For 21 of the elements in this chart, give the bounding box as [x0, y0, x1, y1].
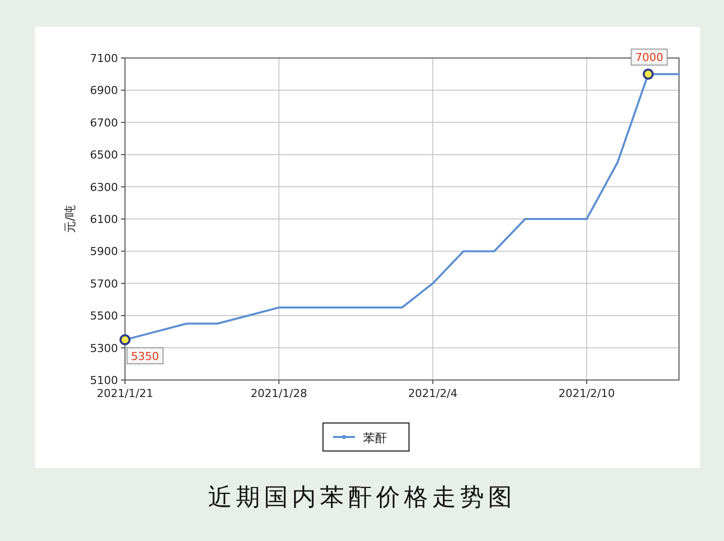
legend-label: 苯酐: [363, 431, 387, 445]
x-tick-label: 2021/2/10: [558, 387, 615, 400]
y-tick-label: 6100: [90, 213, 118, 226]
y-axis-title: 元/吨: [63, 204, 77, 234]
y-tick-label: 5300: [90, 342, 118, 355]
y-tick-label: 6700: [90, 116, 118, 130]
x-tick-label: 2021/1/21: [96, 387, 154, 400]
x-tick-label: 2021/2/4: [408, 387, 458, 400]
y-tick-label: 5700: [90, 277, 118, 290]
y-tick-label: 6900: [90, 84, 118, 98]
y-tick-label: 5500: [90, 310, 118, 323]
y-tick-label: 7100: [90, 52, 118, 65]
x-tick-label: 2021/1/28: [250, 387, 308, 400]
text: 近期国内苯酐价格走势图: [208, 483, 516, 511]
y-tick-label: 5900: [90, 245, 118, 258]
y-tick-label: 6300: [90, 180, 118, 194]
annotation: 7000: [635, 51, 664, 64]
annotation: 5350: [131, 350, 159, 363]
legend: 苯酐: [322, 422, 410, 452]
y-tick-label: 5100: [90, 374, 118, 387]
y-tick-label: 6500: [90, 148, 118, 162]
